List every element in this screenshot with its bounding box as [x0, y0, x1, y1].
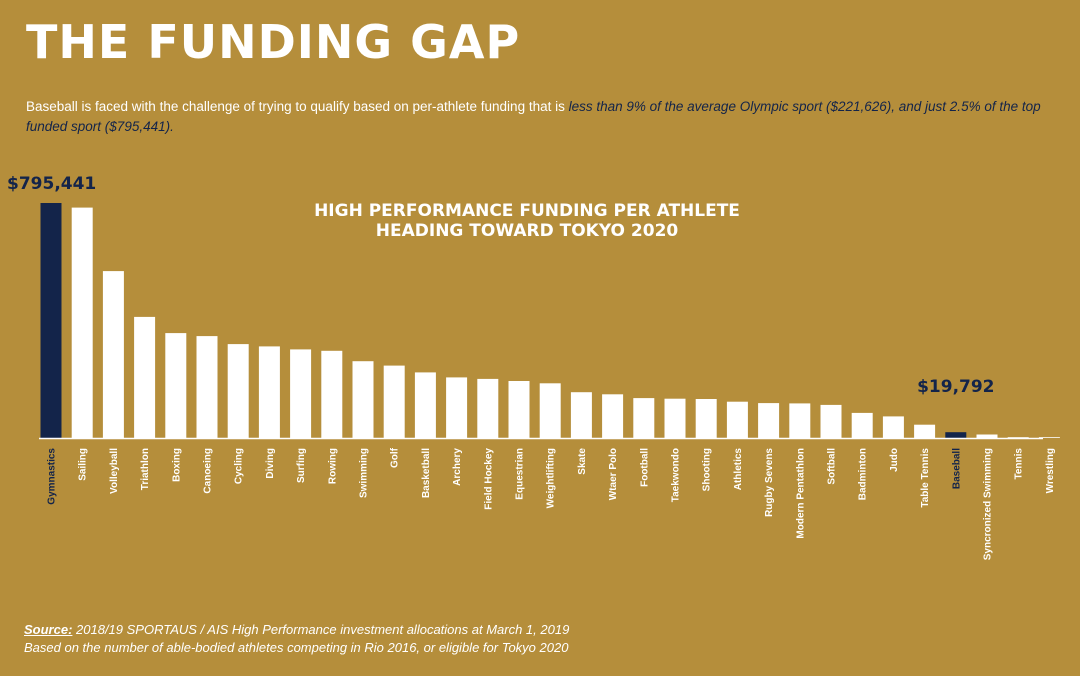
bar-archery	[446, 377, 468, 438]
bar-tennis	[1007, 437, 1029, 438]
tick-label-sailing: Sailing	[78, 448, 89, 481]
tick-label-boxing: Boxing	[171, 448, 182, 482]
source-text: 2018/19 SPORTAUS / AIS High Performance …	[72, 622, 570, 637]
x-tick-labels: Gymnastics Sailing Volleyball Triathlon Boxi…	[47, 447, 1056, 560]
bar-golf	[383, 365, 405, 438]
footnote: Based on the number of able-bodied athle…	[24, 640, 569, 655]
tick-label-tennis: Tennis	[1014, 448, 1025, 480]
bar-syncronized-swimming	[976, 434, 998, 438]
bar-canoeing	[196, 336, 218, 438]
tick-label-triathlon: Triathlon	[140, 448, 151, 490]
tick-label-wtaer-polo: Wtaer Polo	[608, 448, 619, 500]
tick-label-cycling: Cycling	[234, 448, 245, 484]
tick-label-football: Football	[639, 448, 650, 487]
tick-label-canoeing: Canoeing	[203, 448, 214, 494]
bar-skate	[570, 392, 592, 438]
bar-modern-pentathlon	[789, 403, 811, 438]
bars-group	[40, 203, 1060, 438]
tick-label-softball: Softball	[827, 448, 838, 485]
intro-emphasis: less than 9% of the average Olympic spor…	[26, 99, 1041, 134]
value-callouts: $795,441 $19,792	[7, 174, 995, 397]
tick-label-field-hockey: Field Hockey	[483, 448, 494, 510]
bar-diving	[258, 346, 280, 438]
bar-cycling	[227, 344, 249, 438]
tick-label-athletics: Athletics	[733, 448, 744, 491]
chart-title: HIGH PERFORMANCE FUNDING PER ATHLETEHEAD…	[314, 201, 740, 241]
page-title: THE FUNDING GAP	[26, 15, 521, 69]
bar-badminton	[851, 412, 873, 438]
tick-label-shooting: Shooting	[702, 448, 713, 491]
bar-football	[633, 398, 655, 438]
bar-baseball	[945, 432, 967, 438]
tick-label-diving: Diving	[265, 448, 276, 479]
callout-gymnastics: $795,441	[7, 174, 96, 194]
bar-taekwondo	[664, 398, 686, 438]
tick-label-swimming: Swimming	[359, 448, 370, 498]
tick-label-weightlifting: Weightlifting	[546, 448, 557, 508]
source-line: Source: 2018/19 SPORTAUS / AIS High Perf…	[24, 621, 569, 639]
bar-swimming	[352, 361, 374, 438]
bar-shooting	[695, 399, 717, 438]
tick-label-table-tennis: Table Tennis	[920, 448, 931, 508]
tick-label-wrestling: Wrestling	[1045, 448, 1056, 493]
tick-label-rowing: Rowing	[327, 448, 338, 484]
source-note: Source: 2018/19 SPORTAUS / AIS High Perf…	[24, 621, 569, 657]
tick-label-rugby-sevens: Rugby Sevens	[764, 448, 775, 517]
bar-wtaer-polo	[602, 394, 624, 438]
bar-wrestling	[1038, 437, 1060, 438]
source-label: Source:	[24, 622, 73, 637]
tick-label-gymnastics: Gymnastics	[47, 448, 58, 505]
bar-volleyball	[102, 271, 124, 438]
tick-label-archery: Archery	[452, 448, 463, 486]
bar-surfing	[290, 349, 312, 438]
chart-title-line: HIGH PERFORMANCE FUNDING PER ATHLETE	[314, 201, 740, 221]
funding-bar-chart: HIGH PERFORMANCE FUNDING PER ATHLETEHEAD…	[7, 174, 1060, 560]
bar-boxing	[165, 333, 187, 438]
tick-label-skate: Skate	[577, 448, 588, 475]
bar-table-tennis	[914, 424, 936, 438]
bar-rugby-sevens	[758, 403, 780, 438]
tick-label-badminton: Badminton	[858, 448, 869, 500]
bar-equestrian	[508, 381, 530, 438]
bar-softball	[820, 404, 842, 438]
bar-sailing	[71, 207, 93, 438]
tick-label-modern-pentathlon: Modern Pentathlon	[795, 448, 806, 539]
chart-title-line: HEADING TOWARD TOKYO 2020	[376, 221, 679, 241]
tick-label-syncronized-swimming: Syncronized Swimming	[983, 448, 994, 560]
bar-basketball	[414, 372, 436, 438]
tick-label-basketball: Basketball	[421, 448, 432, 498]
intro-plain: Baseball is faced with the challenge of …	[26, 99, 569, 114]
bar-weightlifting	[539, 383, 561, 438]
bar-rowing	[321, 350, 343, 438]
tick-label-judo: Judo	[889, 448, 900, 472]
bar-field-hockey	[477, 378, 499, 438]
callout-baseball: $19,792	[917, 377, 994, 397]
tick-label-golf: Golf	[390, 447, 401, 468]
tick-label-taekwondo: Taekwondo	[671, 448, 682, 502]
tick-label-surfing: Surfing	[296, 448, 307, 483]
tick-label-volleyball: Volleyball	[109, 448, 120, 494]
bar-athletics	[726, 401, 748, 438]
bar-triathlon	[134, 316, 156, 438]
bar-judo	[882, 416, 904, 438]
intro-text: Baseball is faced with the challenge of …	[26, 97, 1066, 137]
tick-label-baseball: Baseball	[951, 448, 962, 489]
tick-label-equestrian: Equestrian	[515, 448, 526, 500]
bar-gymnastics	[40, 203, 62, 438]
